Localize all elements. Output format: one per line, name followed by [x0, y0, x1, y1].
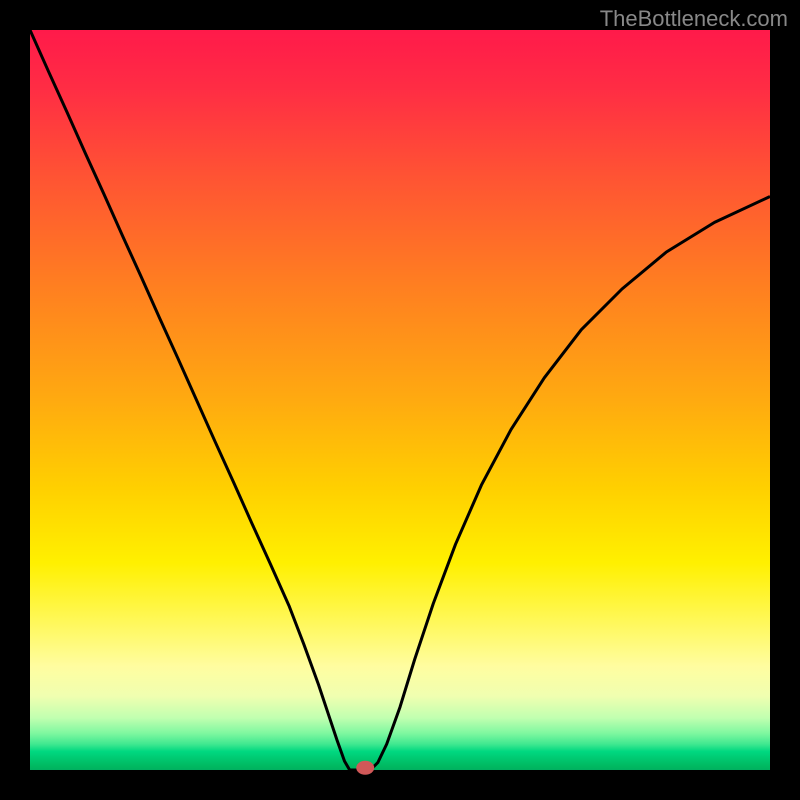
watermark-text: TheBottleneck.com [600, 6, 788, 32]
chart-container: TheBottleneck.com [0, 0, 800, 800]
chart-background-gradient [30, 30, 770, 770]
optimal-point-marker [356, 761, 374, 775]
bottleneck-chart [0, 0, 800, 800]
